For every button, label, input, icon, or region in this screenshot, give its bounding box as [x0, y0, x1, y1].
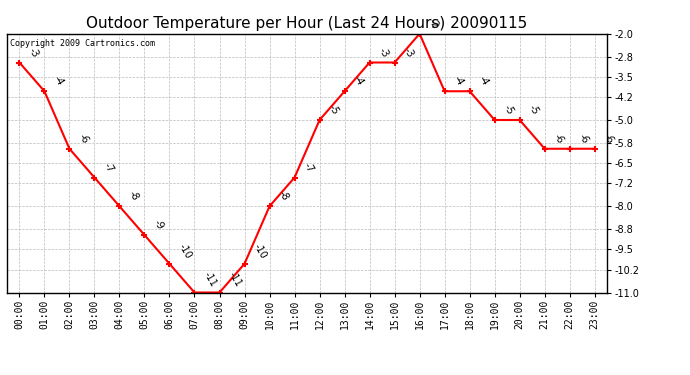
Text: Copyright 2009 Cartronics.com: Copyright 2009 Cartronics.com — [10, 39, 155, 48]
Text: -8: -8 — [126, 189, 140, 203]
Text: -4: -4 — [477, 74, 490, 88]
Text: -6: -6 — [77, 132, 90, 145]
Title: Outdoor Temperature per Hour (Last 24 Hours) 20090115: Outdoor Temperature per Hour (Last 24 Ho… — [86, 16, 528, 31]
Text: -6: -6 — [602, 132, 615, 145]
Text: -8: -8 — [277, 189, 290, 203]
Text: -6: -6 — [551, 132, 565, 145]
Text: -11: -11 — [201, 270, 218, 289]
Text: -4: -4 — [351, 74, 365, 88]
Text: -5: -5 — [502, 103, 515, 117]
Text: -9: -9 — [151, 218, 165, 231]
Text: -2: -2 — [426, 17, 440, 30]
Text: -5: -5 — [526, 103, 540, 117]
Text: -3: -3 — [26, 46, 40, 59]
Text: -4: -4 — [451, 74, 465, 88]
Text: -5: -5 — [326, 103, 340, 117]
Text: -3: -3 — [377, 46, 390, 59]
Text: -3: -3 — [402, 46, 415, 59]
Text: -10: -10 — [177, 242, 193, 260]
Text: -6: -6 — [577, 132, 590, 145]
Text: -7: -7 — [302, 160, 315, 174]
Text: -11: -11 — [226, 270, 243, 289]
Text: -7: -7 — [101, 160, 115, 174]
Text: -10: -10 — [251, 242, 268, 260]
Text: -4: -4 — [51, 74, 65, 88]
